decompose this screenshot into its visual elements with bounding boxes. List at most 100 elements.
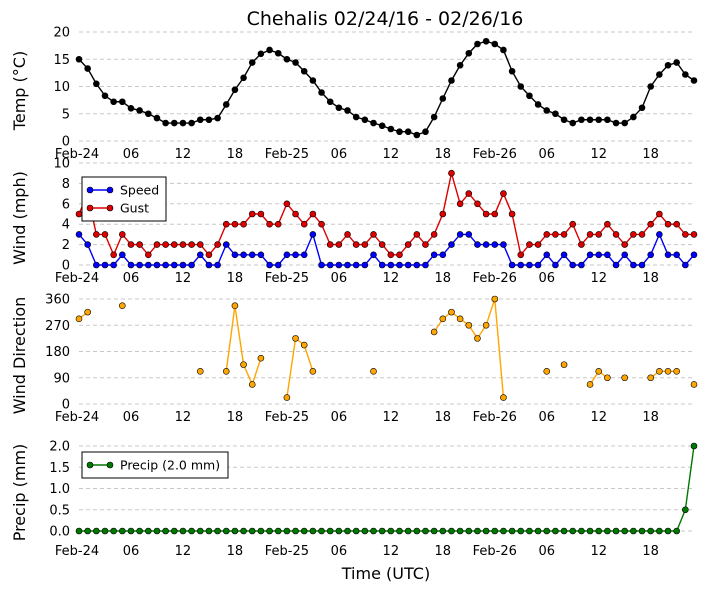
precip-series-precip-point <box>491 527 499 535</box>
wind-series-speed-point <box>162 261 169 269</box>
precip-series-precip-point <box>422 527 429 535</box>
temperature-series-0-point <box>456 61 464 69</box>
wind-series-gust-point <box>119 231 126 238</box>
temperature-series-0-point <box>335 104 343 112</box>
wind_direction-series-0-point <box>673 368 680 375</box>
precip-series-precip-point <box>283 527 291 535</box>
wind-series-gust-point <box>196 241 204 248</box>
wind-series-speed-point <box>404 261 412 269</box>
wind-series-speed-point <box>170 261 178 269</box>
temperature-series-0-point <box>621 119 629 127</box>
temperature-series-0-point <box>110 98 117 106</box>
precip-series-precip-point <box>240 527 247 535</box>
precip-xtick-label: 06 <box>123 544 140 559</box>
wind_direction-series-0-line <box>286 337 314 398</box>
temperature-series-0-point <box>378 122 386 130</box>
wind_direction-series-0-point <box>257 354 265 362</box>
temperature-series-0-point <box>231 86 239 94</box>
precip-series-precip-point <box>621 527 629 535</box>
wind_direction-series-0-point <box>543 368 551 375</box>
wind_direction-series-0-point <box>196 368 204 375</box>
temperature-xtick-label: 18 <box>642 147 659 162</box>
temperature-series-0-point <box>569 119 577 127</box>
wind-legend-marker <box>86 186 94 194</box>
precip-series-precip-point <box>144 527 152 535</box>
wind-series-speed-point <box>266 261 273 269</box>
wind-series-speed-point <box>647 251 654 259</box>
wind-legend-label: Gust <box>120 201 149 216</box>
wind_direction-series-0-point <box>604 374 611 382</box>
temperature-series-0-point <box>656 71 663 78</box>
wind-ytick-label: 2 <box>62 238 70 253</box>
temperature-series-0-point <box>205 116 213 124</box>
temperature-series-0-point <box>543 107 551 114</box>
wind-series-speed-point <box>482 241 490 248</box>
wind-legend-marker <box>106 186 114 194</box>
precip-series-precip-point <box>75 527 83 535</box>
wind-series-speed-point <box>508 261 516 269</box>
precip-series-precip-point <box>162 527 169 535</box>
wind-ytick-label: 10 <box>53 157 70 172</box>
wind-series-gust-point <box>205 251 213 259</box>
wind-xtick-label: Feb-24 <box>55 271 99 286</box>
wind-xtick-label: 18 <box>642 271 659 286</box>
wind-series-gust-point <box>179 241 187 248</box>
temperature-series-0-point <box>240 74 247 82</box>
wind-series-gust-point <box>378 241 386 248</box>
precip-series-precip-point <box>153 527 161 535</box>
wind-series-gust-point <box>396 251 403 259</box>
wind_direction-xtick-label: Feb-26 <box>473 410 517 425</box>
temperature-series-0-point <box>534 101 542 108</box>
wind-series-gust-point <box>248 210 256 218</box>
temperature-xtick-label: 18 <box>227 147 244 162</box>
wind-series-gust-point <box>552 231 559 238</box>
precip-xtick-label: 06 <box>538 544 555 559</box>
wind-series-speed-point <box>673 251 680 259</box>
wind-series-speed-point <box>604 251 611 259</box>
wind-series-gust-point <box>664 220 672 228</box>
precip-series-precip-point <box>526 527 533 535</box>
temperature-series-0-point <box>673 59 680 66</box>
precip-series-precip-point <box>300 527 308 535</box>
wind-series-gust-point <box>621 241 629 248</box>
wind-series-gust-point <box>93 231 100 238</box>
wind_direction-series-0-line <box>650 370 677 379</box>
wind-series-gust-point <box>127 241 135 248</box>
wind_direction-ytick-label: 90 <box>53 371 70 386</box>
wind-series-speed-point <box>292 251 299 259</box>
temperature-series-0-point <box>690 77 698 84</box>
temperature-series-0-point <box>491 40 499 48</box>
wind-series-gust-point <box>222 220 230 228</box>
temperature-series-0-point <box>647 83 654 90</box>
wind_direction-series-0-point <box>586 381 594 388</box>
wind-legend <box>81 176 167 222</box>
precip-xtick-label: Feb-26 <box>473 544 517 559</box>
wind-xtick-label: 06 <box>123 271 140 286</box>
wind_direction-series-0-point <box>439 315 447 323</box>
wind_direction-xtick-label: Feb-24 <box>55 410 99 425</box>
precip-ytick-label: 0.5 <box>49 503 70 518</box>
wind_direction-series-0-point <box>474 335 481 342</box>
precip-series-precip-point <box>84 527 91 535</box>
wind_direction-series-0-point <box>292 335 299 342</box>
precip-series-precip-point <box>352 527 360 535</box>
precip-series-precip-point <box>370 527 377 535</box>
wind-series-gust-point <box>214 241 221 248</box>
wind-series-speed-point <box>534 261 542 269</box>
wind-series-gust-point <box>517 251 525 259</box>
wind-series-speed-point <box>257 251 265 259</box>
precip-ytick-label: 1.5 <box>49 461 70 476</box>
temperature-ytick-label: 15 <box>53 53 70 68</box>
temperature-series-0-point <box>465 49 473 57</box>
wind-series-speed-point <box>664 251 672 259</box>
wind_direction-xtick-label: 18 <box>227 410 244 425</box>
wind-legend-marker <box>106 204 114 212</box>
wind_direction-series-0-point <box>231 302 239 310</box>
precip-series-precip-point <box>274 527 282 535</box>
wind-series-speed-point <box>352 261 360 269</box>
temperature-series-0-point <box>448 77 455 84</box>
wind-series-gust-point <box>75 210 83 218</box>
precip-series-precip-point <box>560 527 568 535</box>
temperature-series-0-point <box>119 98 126 106</box>
temperature-series-0-point <box>283 55 291 63</box>
